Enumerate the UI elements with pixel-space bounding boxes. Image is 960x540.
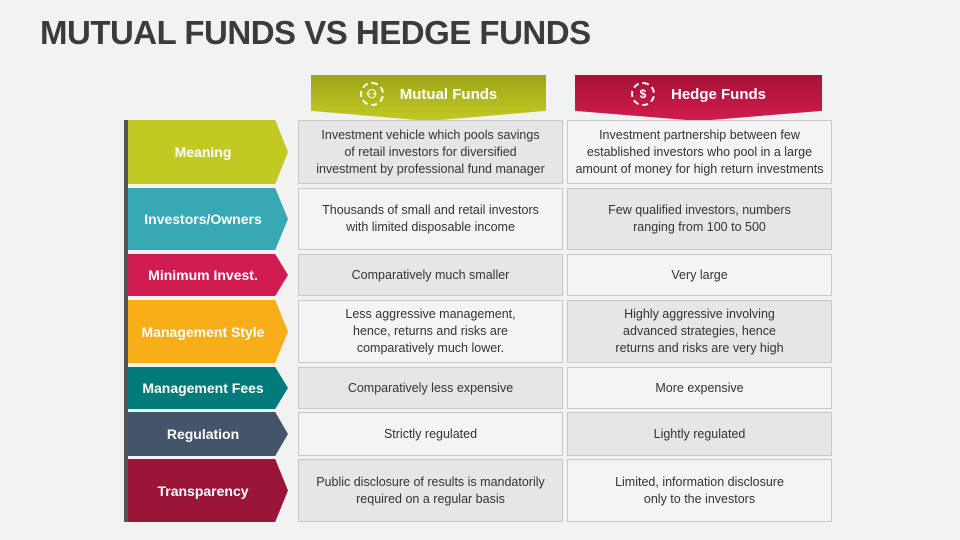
hedge-cell: Limited, information disclosure only to … — [567, 459, 832, 522]
mutual-cell: Comparatively much smaller — [298, 254, 563, 296]
hedge-cell: Highly aggressive involving advanced str… — [567, 300, 832, 363]
mutual-cell: Public disclosure of results is mandator… — [298, 459, 563, 522]
row-label-investors-owners: Investors/Owners — [128, 188, 288, 250]
mutual-cell: Investment vehicle which pools savings o… — [298, 120, 563, 184]
hedge-cell: More expensive — [567, 367, 832, 409]
row-label-management-fees: Management Fees — [128, 367, 288, 409]
slide-title: MUTUAL FUNDS VS HEDGE FUNDS — [40, 14, 591, 51]
row-label-minimum-invest-: Minimum Invest. — [128, 254, 288, 296]
hedge-cell: Very large — [567, 254, 832, 296]
header-label: Mutual Funds — [399, 85, 498, 103]
mutual-cell: Comparatively less expensive — [298, 367, 563, 409]
left-divider-bar — [124, 120, 128, 522]
header-hedge-funds: $ Hedge Funds — [575, 75, 822, 121]
row-label-regulation: Regulation — [128, 412, 288, 456]
mutual-cell: Less aggressive management, hence, retur… — [298, 300, 563, 363]
row-label-meaning: Meaning — [128, 120, 288, 184]
investors-network-icon: ⚇ — [359, 82, 384, 106]
mutual-cell: Thousands of small and retail investors … — [298, 188, 563, 250]
dollar-coin-icon: $ — [630, 82, 655, 106]
hedge-cell: Investment partnership between few estab… — [567, 120, 832, 184]
hedge-cell: Lightly regulated — [567, 412, 832, 456]
row-label-management-style: Management Style — [128, 300, 288, 363]
mutual-cell: Strictly regulated — [298, 412, 563, 456]
header-mutual-funds: ⚇ Mutual Funds — [311, 75, 546, 121]
header-label: Hedge Funds — [670, 85, 766, 103]
row-label-transparency: Transparency — [128, 459, 288, 522]
hedge-cell: Few qualified investors, numbers ranging… — [567, 188, 832, 250]
